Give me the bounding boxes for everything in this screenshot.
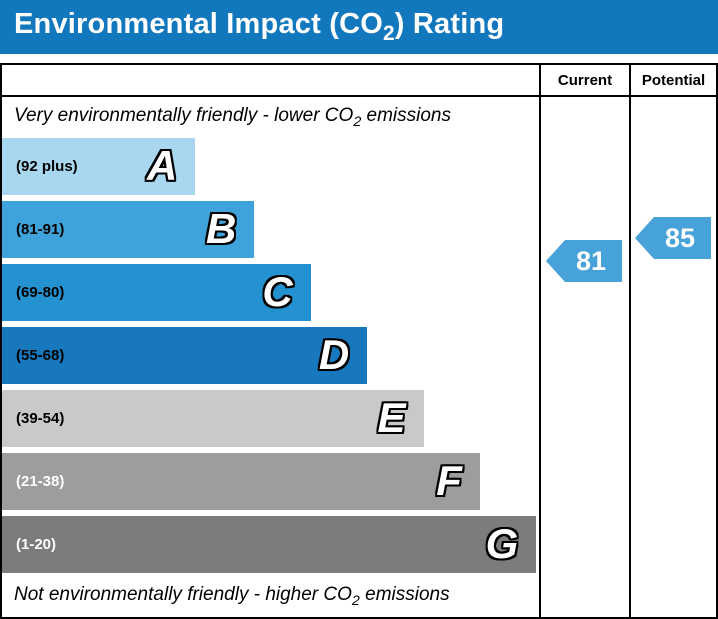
page-title: Environmental Impact (CO2) Rating xyxy=(14,8,505,45)
band-a-range-label: (92 plus) xyxy=(16,157,78,175)
potential-column: 85 xyxy=(629,97,716,617)
band-g-letter: G xyxy=(485,520,519,568)
potential-rating-arrow: 85 xyxy=(635,217,711,259)
current-column: 81 xyxy=(539,97,629,617)
band-g: (1-20) G xyxy=(2,515,537,573)
band-d-letter: D xyxy=(318,331,350,379)
band-e-letter: E xyxy=(377,394,406,442)
band-f: (21-38) F xyxy=(2,452,480,510)
band-a: (92 plus) A xyxy=(2,137,196,195)
current-rating-value: 81 xyxy=(575,245,607,276)
band-a-letter: A xyxy=(146,142,178,190)
band-b-letter: B xyxy=(206,205,237,253)
rating-bands: (92 plus) A (81-91) B (69-80) C (55-68) … xyxy=(2,136,539,573)
band-c: (69-80) C xyxy=(2,263,311,321)
table-body: Very environmentally friendly - lower CO… xyxy=(2,97,716,617)
band-b-range-label: (81-91) xyxy=(16,220,65,238)
band-b: (81-91) B xyxy=(2,200,255,258)
band-g-range-label: (1-20) xyxy=(16,535,57,553)
band-d: (55-68) D xyxy=(2,326,368,384)
bottom-note: Not environmentally friendly - higher CO… xyxy=(14,584,450,609)
band-f-range-label: (21-38) xyxy=(16,472,65,490)
band-e: (39-54) E xyxy=(2,389,424,447)
bands-column: Very environmentally friendly - lower CO… xyxy=(2,97,539,617)
table-header-row: Current Potential xyxy=(2,65,716,97)
potential-column-header: Potential xyxy=(629,65,716,95)
current-rating-arrow: 81 xyxy=(546,240,622,282)
current-column-header: Current xyxy=(539,65,629,95)
potential-rating-value: 85 xyxy=(664,222,696,253)
title-subscript: 2 xyxy=(382,21,395,45)
bands-column-header xyxy=(2,65,539,95)
band-d-range-label: (55-68) xyxy=(16,346,65,364)
rating-table: Current Potential Very environmentally f… xyxy=(0,63,718,619)
band-c-letter: C xyxy=(262,268,293,316)
band-e-range-label: (39-54) xyxy=(16,409,65,427)
band-c-range-label: (69-80) xyxy=(16,283,65,301)
band-f-letter: F xyxy=(436,457,462,505)
chart-title-bar: Environmental Impact (CO2) Rating xyxy=(0,0,718,54)
top-note: Very environmentally friendly - lower CO… xyxy=(14,105,451,130)
